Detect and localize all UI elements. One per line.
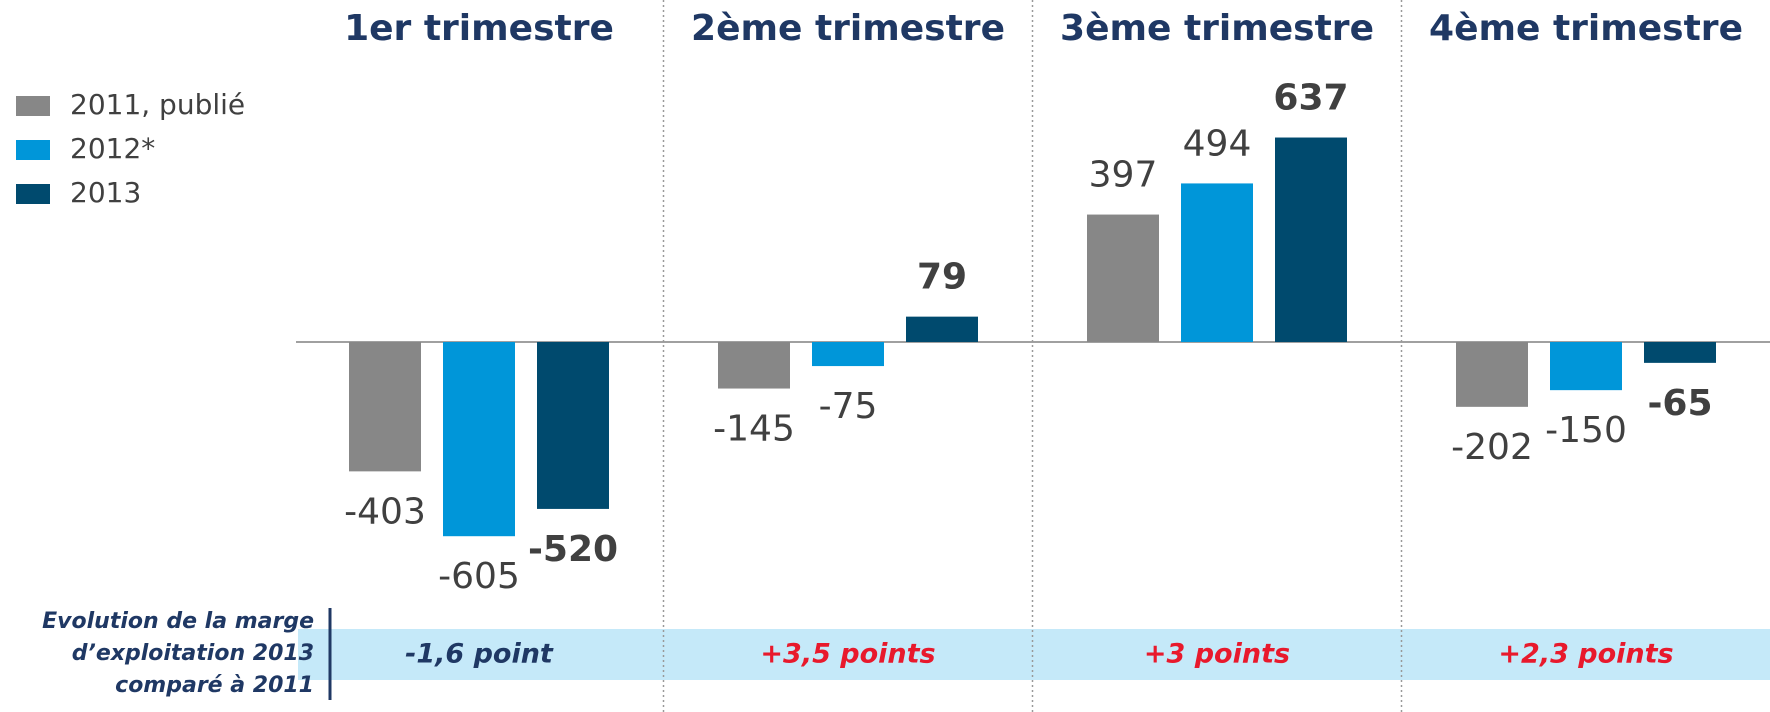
category-title: 3ème trimestre [1060,8,1374,49]
bar [1550,342,1622,391]
bar [1087,214,1159,342]
value-label: -605 [438,556,520,597]
value-label: -520 [528,529,618,570]
category-title: 1er trimestre [344,8,614,49]
bar [1456,342,1528,407]
bar [718,342,790,389]
bar [812,342,884,367]
bar [537,342,609,509]
value-label: 637 [1273,78,1348,119]
legend-swatch [16,184,50,204]
annotation-label: Evolution de la marge [42,609,314,634]
value-label: -403 [344,491,426,532]
value-label: -65 [1647,383,1712,424]
annotation: -1,6 point [405,639,554,670]
value-label: -202 [1451,427,1533,468]
annotation: +3 points [1144,639,1290,670]
value-label: 494 [1183,123,1252,164]
annotation-label: d’exploitation 2013 [72,641,314,666]
category-title: 4ème trimestre [1429,8,1743,49]
legend-label: 2011, publié [70,88,245,121]
value-label: -145 [713,409,795,450]
bar [443,342,515,537]
bar [1181,183,1253,342]
annotation-label: comparé à 2011 [115,673,314,698]
value-label: 397 [1089,155,1158,196]
category-title: 2ème trimestre [691,8,1005,49]
bar [349,342,421,472]
value-label: -150 [1545,410,1627,451]
legend-label: 2012* [70,132,155,165]
bar [1275,137,1347,342]
annotation-band [298,629,1770,680]
annotation: +2,3 points [1498,639,1673,670]
legend-swatch [16,96,50,116]
legend-swatch [16,140,50,160]
legend-label: 2013 [70,176,141,209]
annotation: +3,5 points [760,639,935,670]
bar [906,316,978,342]
value-label: -75 [819,386,878,427]
value-label: 79 [917,257,967,298]
bar [1644,342,1716,363]
